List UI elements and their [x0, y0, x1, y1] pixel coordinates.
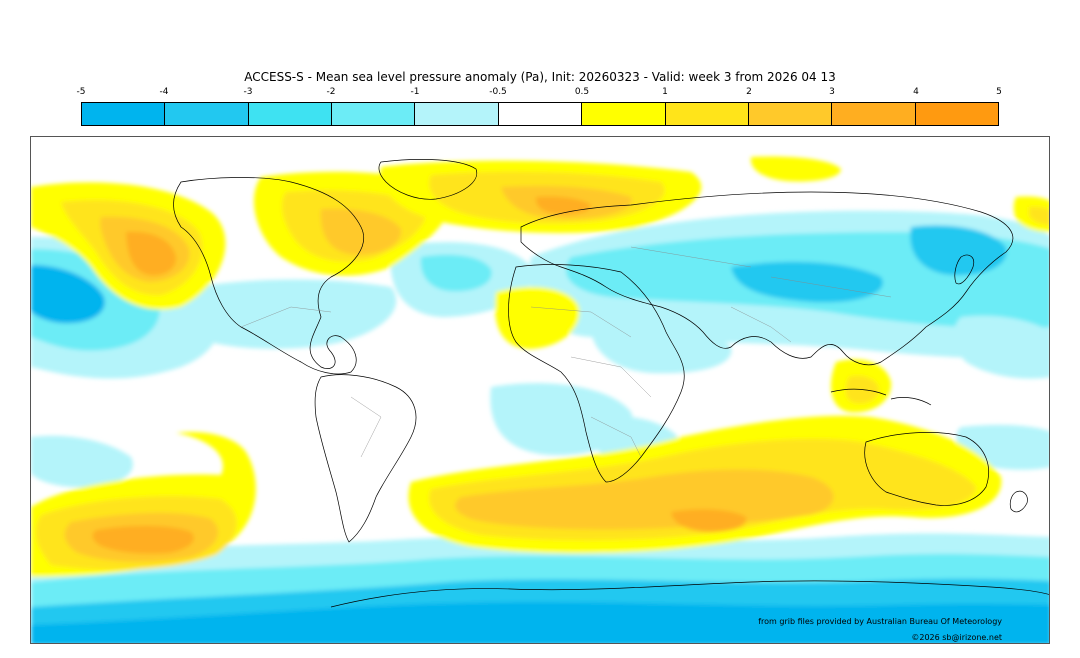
south-indian-high-core: [671, 509, 747, 532]
south-pacific-low-area: [31, 435, 133, 488]
northeast-asia-high: [750, 156, 841, 182]
colorbar-segment: [748, 103, 833, 125]
indonesia-coast: [830, 388, 932, 406]
eurasia-coast: [520, 191, 1014, 366]
colorbar-tick: -1: [410, 87, 420, 97]
colorbar-segment: [665, 103, 749, 125]
colorbar-tick: -0.5: [489, 87, 507, 97]
colorbar-tick: 3: [829, 87, 835, 97]
bering-high-mid: [1029, 206, 1049, 225]
colorbar-tick: 2: [746, 87, 752, 97]
colorbar-segment: [332, 103, 416, 125]
data-source-credit: from grib files provided by Australian B…: [758, 617, 1002, 626]
alaska-high-core: [126, 231, 177, 276]
west-pacific-low-area: [953, 315, 1049, 379]
border-line: [530, 306, 632, 338]
north-pacific-low-core: [31, 265, 105, 324]
sahara-high: [495, 287, 580, 349]
japan-coast: [954, 254, 975, 285]
colorbar-segment: [165, 103, 249, 125]
antarctica-coast: [330, 580, 1049, 608]
central-asia-low: [731, 261, 883, 303]
greenland-coast: [378, 159, 478, 200]
colorbar-tick: 1: [662, 87, 668, 97]
copyright-credit: ©2026 sb@irizone.net: [911, 633, 1002, 642]
australia-coast: [864, 432, 989, 506]
canada-high-inner: [320, 208, 402, 255]
east-asia-low: [910, 225, 1007, 276]
colorbar-segment: [415, 103, 499, 125]
colorbar-tick: -5: [76, 87, 86, 97]
colorbar-tick: 0.5: [574, 87, 590, 97]
east-pacific-low-area: [181, 279, 397, 349]
colorbar-tick: -3: [243, 87, 253, 97]
colorbar-segment: [915, 103, 998, 125]
coastlines: [173, 159, 1049, 608]
colorbar-tick: 5: [996, 87, 1002, 97]
colorbar: [81, 102, 999, 126]
border-line: [730, 306, 792, 343]
arabian-low-area: [591, 323, 732, 374]
border-line: [350, 396, 382, 458]
colorbar-segment: [832, 103, 916, 125]
country-borders: [240, 246, 892, 458]
border-line: [770, 276, 892, 298]
new-zealand-coast: [1009, 490, 1028, 513]
colorbar-segment: [582, 103, 666, 125]
border-line: [630, 246, 752, 268]
anomaly-map-svg: [31, 156, 1049, 643]
colorbar-tick: -2: [326, 87, 336, 97]
colorbar-tick: 4: [913, 87, 919, 97]
scandinavia-high-core: [535, 196, 591, 215]
north-atlantic-low-core: [420, 254, 492, 292]
colorbar-segment: [82, 103, 166, 125]
colorbar-segment: [248, 103, 333, 125]
south-pacific-high-core: [92, 525, 194, 554]
colorbar-tick: -4: [159, 87, 169, 97]
africa-coast: [508, 264, 685, 483]
colorbar-segment: [498, 103, 583, 125]
world-map: [30, 136, 1050, 644]
map-title: ACCESS-S - Mean sea level pressure anoma…: [244, 70, 836, 84]
border-line: [590, 416, 642, 458]
antarctic-low: [31, 602, 1049, 643]
north-america-coast: [173, 177, 364, 375]
south-america-coast: [314, 374, 417, 543]
border-line: [240, 306, 332, 328]
anomaly-shading: [31, 156, 1049, 643]
border-line: [570, 356, 652, 398]
